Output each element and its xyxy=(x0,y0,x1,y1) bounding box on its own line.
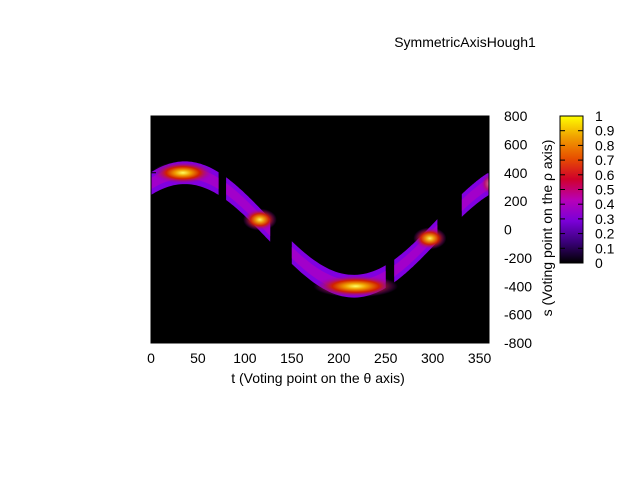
heat-peak xyxy=(413,227,447,250)
colorbar-tick-label: 0.2 xyxy=(595,226,615,242)
colorbar-tick-label: 0.1 xyxy=(595,240,615,256)
colorbar-tick-label: 0.5 xyxy=(595,182,615,198)
x-tick-label: 50 xyxy=(190,350,206,366)
x-tick-label: 200 xyxy=(327,350,351,366)
heat-peak xyxy=(152,161,214,184)
x-tick-label: 0 xyxy=(147,350,155,366)
y-tick-label: 200 xyxy=(504,193,528,209)
heat-peak xyxy=(243,208,277,231)
heat-band-layer xyxy=(151,161,489,298)
y-tick-label: -600 xyxy=(504,307,532,323)
x-axis-label: t (Voting point on the θ axis) xyxy=(231,370,405,386)
colorbar-tick-label: 0 xyxy=(595,255,603,271)
y-axis-label: s (Voting point on the ρ axis) xyxy=(539,140,555,317)
x-axis-ticks: 0 50 100 150 200 250 300 350 xyxy=(147,116,492,366)
y-tick-label: -400 xyxy=(504,278,532,294)
colorbar-tick-label: 0.8 xyxy=(595,137,615,153)
x-tick-label: 250 xyxy=(374,350,398,366)
y-tick-label: -800 xyxy=(504,335,532,351)
chart-title: SymmetricAxisHough1 xyxy=(394,34,536,50)
y-tick-label: 0 xyxy=(504,222,512,238)
colorbar-tick-label: 0.9 xyxy=(595,123,615,139)
y-tick-label: 600 xyxy=(504,136,528,152)
y-tick-label: -200 xyxy=(504,250,532,266)
x-tick-label: 100 xyxy=(233,350,257,366)
colorbar-tick-label: 0.4 xyxy=(595,196,615,212)
y-tick-label: 400 xyxy=(504,165,528,181)
x-tick-label: 300 xyxy=(421,350,445,366)
colorbar-tick-label: 0.3 xyxy=(595,211,615,227)
colorbar-tick-label: 1 xyxy=(595,108,603,124)
x-tick-label: 350 xyxy=(468,350,492,366)
colorbar-tick-label: 0.7 xyxy=(595,152,615,168)
y-axis-ticks: 800 600 400 200 0 -200 -400 -600 -800 xyxy=(151,108,532,351)
heat-peak xyxy=(481,172,489,195)
colorbar-tick-label: 0.6 xyxy=(595,167,615,183)
heat-peak xyxy=(313,275,398,298)
y-tick-label: 800 xyxy=(504,108,528,124)
colorbar-ticks: 10.90.80.70.60.50.40.30.20.10 xyxy=(560,108,615,271)
x-tick-label: 150 xyxy=(280,350,304,366)
